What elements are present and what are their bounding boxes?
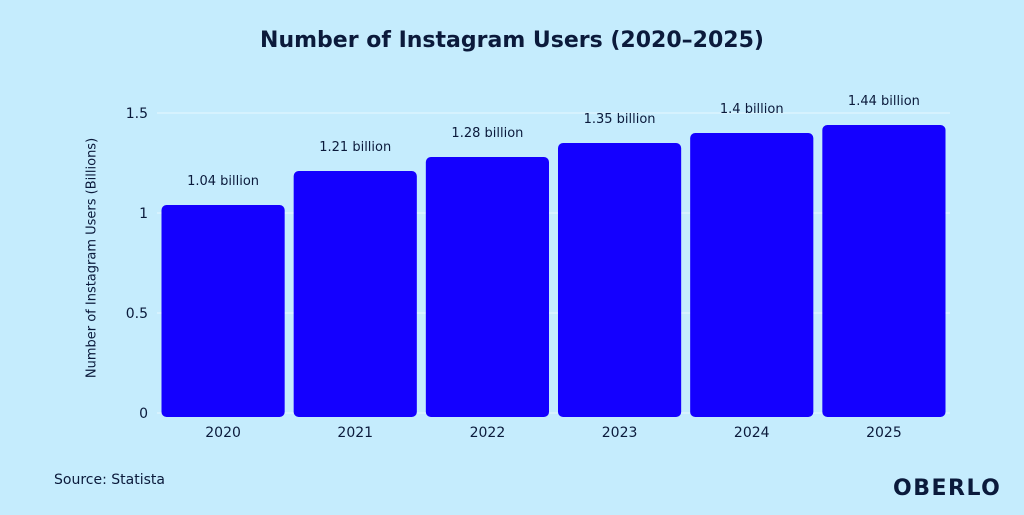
source-note: Source: Statista [54,472,165,488]
data-label-2025: 1.44 billion [848,94,920,109]
x-tick-label-2023: 2023 [602,425,638,441]
data-label-2023: 1.35 billion [584,112,656,127]
y-tick-label: 0 [139,406,148,422]
data-label-2020: 1.04 billion [187,174,259,189]
y-tick-label: 1 [139,206,148,222]
bars [161,125,946,417]
bar-2020 [161,205,285,417]
y-tick-labels: 0 0.5 1 1.5 [126,106,148,422]
x-tick-label-2022: 2022 [470,425,506,441]
oberlo-logo: OBERLO [893,476,1002,501]
bar-2021 [293,171,417,417]
y-tick-label: 1.5 [126,106,148,122]
x-tick-labels: 2020 2021 2022 2023 2024 2025 [205,425,901,441]
x-tick-label-2021: 2021 [337,425,373,441]
gridlines [157,112,950,414]
x-tick-label-2024: 2024 [734,425,770,441]
x-tick-label-2020: 2020 [205,425,241,441]
bar-2024 [690,133,814,417]
y-tick-label: 0.5 [126,306,148,322]
data-label-2024: 1.4 billion [720,102,784,117]
data-labels: 1.04 billion 1.21 billion 1.28 billion 1.35… [187,94,920,189]
data-label-2021: 1.21 billion [319,140,391,155]
x-tick-label-2025: 2025 [866,425,902,441]
bar-2025 [822,125,946,417]
bar-2023 [558,143,682,417]
chart-title: Number of Instagram Users (2020–2025) [260,28,764,53]
bar-2022 [425,157,549,417]
data-label-2022: 1.28 billion [451,126,523,141]
